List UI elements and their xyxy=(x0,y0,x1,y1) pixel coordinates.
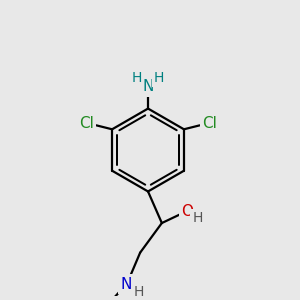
Text: H: H xyxy=(132,71,142,85)
Text: H: H xyxy=(192,211,203,225)
Text: N: N xyxy=(142,80,154,94)
Text: H: H xyxy=(154,71,164,85)
Text: O: O xyxy=(182,204,194,219)
Text: Cl: Cl xyxy=(79,116,94,131)
Text: N: N xyxy=(121,277,132,292)
Text: Cl: Cl xyxy=(202,116,217,131)
Text: H: H xyxy=(134,285,144,299)
